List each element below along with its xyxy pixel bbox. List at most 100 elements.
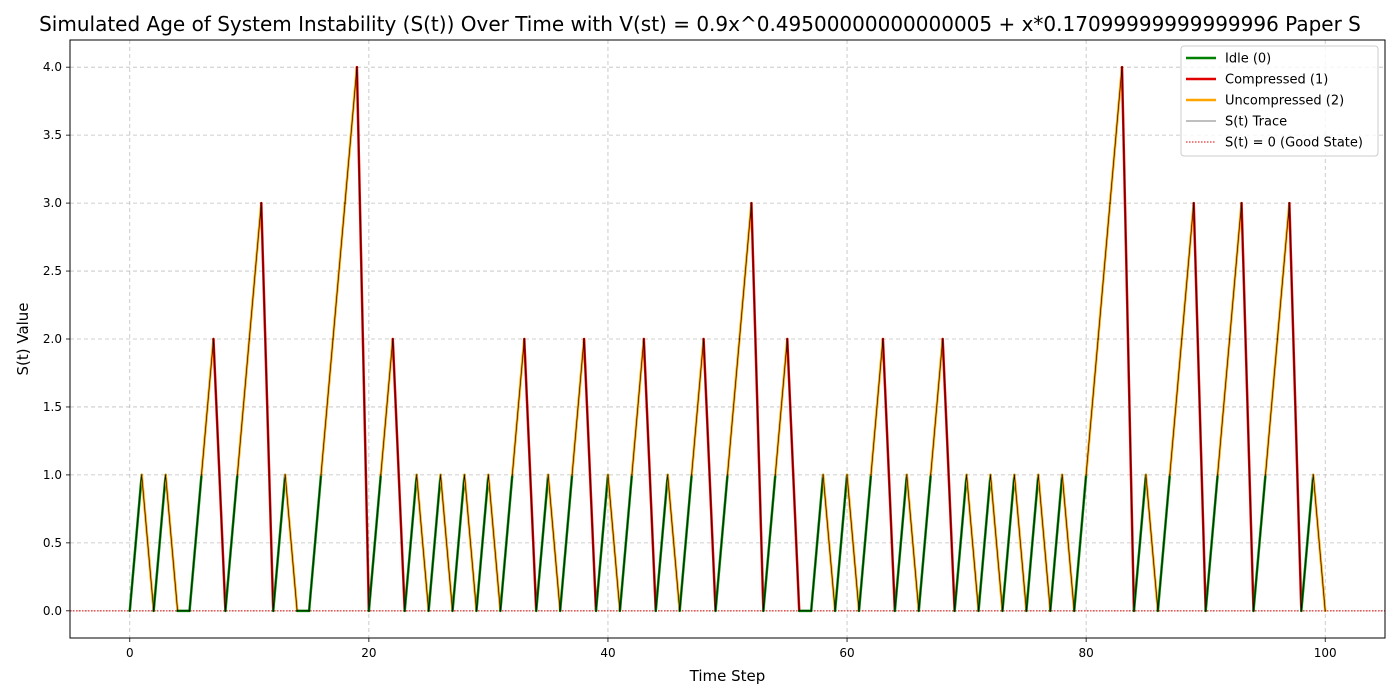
data-point	[284, 474, 286, 476]
legend-label: S(t) = 0 (Good State)	[1225, 136, 1363, 151]
data-point	[1097, 338, 1099, 340]
data-point	[224, 610, 227, 612]
legend-label: Compressed (1)	[1225, 73, 1328, 88]
data-point	[1085, 474, 1087, 476]
data-point	[666, 474, 669, 476]
data-point	[176, 610, 179, 612]
plot-area	[70, 65, 1385, 613]
data-point	[607, 474, 609, 476]
data-point	[702, 338, 705, 340]
data-point	[391, 338, 394, 340]
data-point	[248, 338, 251, 340]
data-point	[308, 610, 310, 612]
y-tick-label: 0.0	[43, 604, 62, 618]
data-point	[870, 474, 872, 476]
data-point	[320, 474, 322, 476]
data-point	[690, 474, 693, 476]
data-point	[1276, 338, 1279, 340]
data-point	[356, 66, 358, 68]
data-point	[332, 338, 334, 340]
data-point	[380, 474, 382, 476]
data-point	[260, 202, 263, 204]
data-point	[1025, 610, 1028, 612]
data-point	[917, 610, 920, 612]
y-tick-label: 2.0	[43, 332, 62, 346]
x-tick-label: 40	[600, 646, 615, 660]
data-point	[654, 610, 657, 612]
legend-label: Uncompressed (2)	[1225, 94, 1344, 109]
data-point	[1228, 338, 1231, 340]
y-axis: 0.0 0.5 1.0 1.5 2.0 2.5 3.0 3.5 4.0	[43, 60, 70, 618]
data-point	[1037, 474, 1040, 476]
data-point	[1240, 202, 1243, 204]
y-tick-label: 3.0	[43, 196, 62, 210]
data-point	[1216, 474, 1219, 476]
data-point	[487, 474, 490, 476]
data-point	[523, 338, 526, 340]
data-point	[977, 610, 980, 612]
data-point	[583, 338, 585, 340]
data-point	[1192, 202, 1195, 204]
x-tick-label: 80	[1078, 646, 1093, 660]
data-point	[774, 474, 777, 476]
data-point	[475, 610, 478, 612]
x-tick-label: 20	[361, 646, 376, 660]
data-point	[750, 202, 753, 204]
data-point	[798, 610, 801, 612]
data-point	[511, 474, 514, 476]
x-tick-label: 0	[126, 646, 134, 660]
data-point	[738, 338, 741, 340]
data-point	[786, 338, 789, 340]
data-point	[499, 610, 502, 612]
data-point	[296, 610, 298, 612]
data-point	[164, 474, 167, 476]
data-point	[415, 474, 418, 476]
data-point	[1312, 474, 1315, 476]
data-point	[941, 338, 944, 340]
data-point	[714, 610, 717, 612]
legend-box	[1180, 45, 1379, 157]
x-tick-label: 100	[1314, 646, 1337, 660]
data-point	[571, 474, 573, 476]
x-axis-title: Time Step	[689, 667, 766, 685]
y-tick-label: 1.0	[43, 468, 62, 482]
data-point	[439, 474, 442, 476]
data-point	[643, 338, 645, 340]
data-point	[1049, 610, 1052, 612]
data-point	[451, 610, 454, 612]
data-point	[1169, 474, 1171, 476]
data-point	[929, 474, 932, 476]
data-point	[1180, 338, 1183, 340]
data-point	[810, 610, 812, 612]
data-point	[1157, 610, 1159, 612]
data-point	[188, 610, 191, 612]
y-tick-label: 4.0	[43, 60, 62, 74]
data-point	[236, 474, 239, 476]
x-axis: 0 20 40 60 80 100	[126, 638, 1337, 660]
data-point	[1300, 610, 1303, 612]
y-tick-label: 2.5	[43, 264, 62, 278]
data-point	[1264, 474, 1267, 476]
data-point	[368, 610, 370, 612]
legend: Idle (0) Compressed (1) Uncompressed (2) S(…	[1180, 45, 1379, 157]
data-point	[678, 610, 681, 612]
data-point	[726, 474, 729, 476]
x-tick-label: 60	[839, 646, 854, 660]
data-point	[1061, 474, 1064, 476]
data-point	[559, 610, 561, 612]
data-point	[1145, 474, 1147, 476]
y-axis-title: S(t) Value	[14, 302, 32, 375]
data-point	[762, 610, 765, 612]
data-point	[403, 610, 406, 612]
data-point	[906, 474, 908, 476]
data-point	[882, 338, 884, 340]
chart-title: Simulated Age of System Instability (S(t…	[39, 12, 1361, 36]
data-point	[212, 338, 215, 340]
y-tick-label: 1.5	[43, 400, 62, 414]
data-point	[1133, 610, 1135, 612]
data-point	[1121, 66, 1123, 68]
data-point	[140, 474, 143, 476]
data-point	[953, 610, 956, 612]
data-point	[128, 610, 131, 612]
